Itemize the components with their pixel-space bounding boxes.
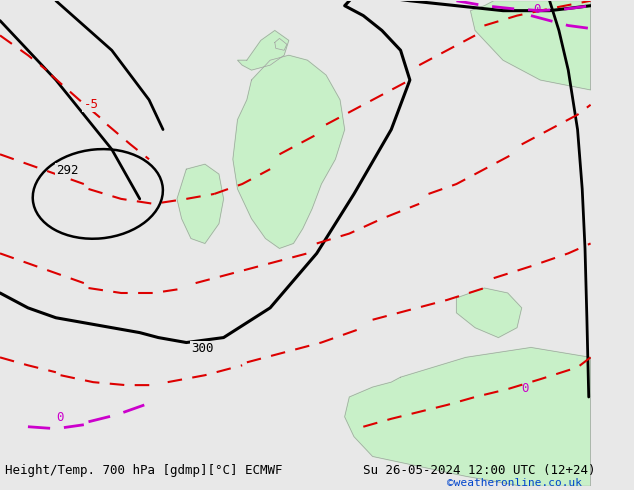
Polygon shape: [275, 38, 287, 50]
Polygon shape: [456, 288, 522, 338]
Polygon shape: [177, 164, 224, 244]
Text: 0: 0: [56, 411, 63, 424]
Polygon shape: [470, 1, 591, 90]
Text: -5: -5: [84, 98, 99, 111]
Polygon shape: [238, 30, 288, 70]
Polygon shape: [233, 55, 345, 248]
Text: 0: 0: [533, 2, 540, 16]
Text: ©weatheronline.co.uk: ©weatheronline.co.uk: [447, 478, 582, 488]
Text: 300: 300: [191, 343, 214, 355]
Text: 292: 292: [56, 164, 79, 177]
Text: Height/Temp. 700 hPa [gdmp][°C] ECMWF: Height/Temp. 700 hPa [gdmp][°C] ECMWF: [4, 465, 282, 477]
Text: 0: 0: [522, 382, 529, 395]
Polygon shape: [345, 347, 591, 486]
Text: Su 26-05-2024 12:00 UTC (12+24): Su 26-05-2024 12:00 UTC (12+24): [363, 465, 596, 477]
